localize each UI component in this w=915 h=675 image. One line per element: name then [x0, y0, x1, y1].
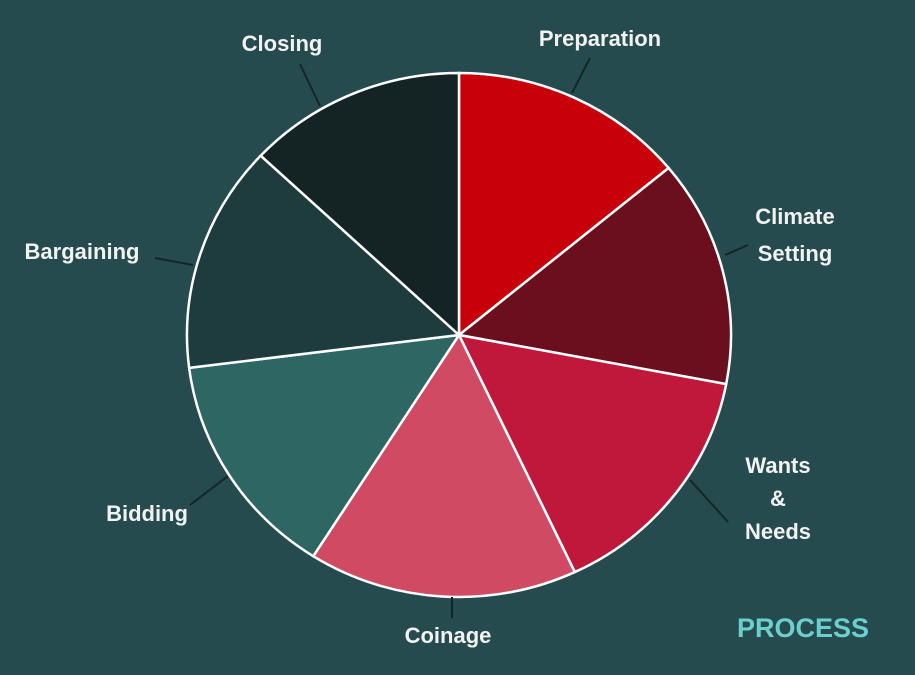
annotation: PROCESS [737, 613, 869, 643]
pie-slice [258, 71, 461, 338]
pie-slice [311, 332, 577, 599]
pie [185, 71, 733, 599]
pie-slice [187, 333, 462, 558]
leader-line [571, 57, 591, 94]
pie-slice [185, 153, 462, 370]
slice-label: Coinage [405, 623, 492, 648]
leader-line [689, 479, 729, 523]
slice-label: Closing [242, 31, 323, 56]
slice-label: Preparation [539, 26, 661, 51]
slice-label: Wants & Needs [745, 453, 811, 544]
leader-line [154, 257, 194, 266]
leader-line [189, 475, 229, 506]
slice-label: Bidding [106, 501, 188, 526]
pie-slice [456, 166, 733, 386]
slice-label: Bargaining [25, 239, 140, 264]
leader-line [299, 63, 321, 107]
leader-line [724, 244, 749, 256]
slice-label: Climate Setting [755, 204, 834, 266]
pie-slice [457, 71, 671, 338]
pie-slice [456, 333, 728, 574]
